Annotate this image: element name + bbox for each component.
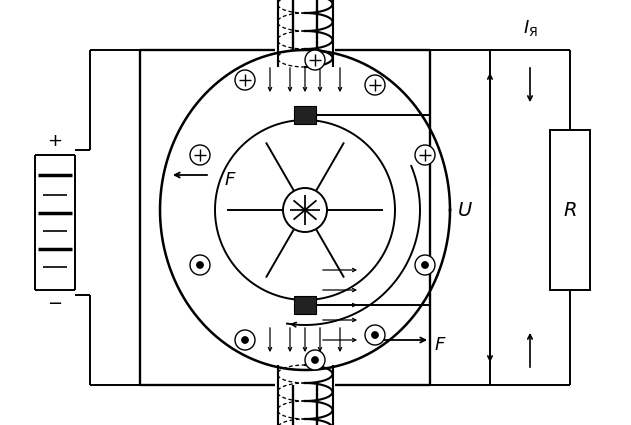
Circle shape [305,50,325,70]
Text: F: F [435,336,445,354]
Text: U: U [458,201,472,219]
Circle shape [305,350,325,370]
Text: −: − [47,295,62,313]
Circle shape [242,337,249,343]
Text: +: + [47,132,62,150]
Circle shape [372,332,379,338]
Bar [294,296,316,314]
Bar [550,130,590,290]
Circle shape [196,261,204,269]
Circle shape [235,330,255,350]
Circle shape [283,188,327,232]
Circle shape [190,255,210,275]
Circle shape [415,255,435,275]
Circle shape [235,70,255,90]
Circle shape [422,261,428,269]
Text: R: R [563,201,577,219]
Circle shape [415,145,435,165]
Circle shape [365,325,385,345]
Circle shape [190,145,210,165]
Circle shape [312,357,319,363]
Text: $I_{\rmЯ}$: $I_{\rmЯ}$ [522,18,538,38]
Circle shape [365,75,385,95]
Text: F: F [225,171,235,189]
Bar [294,106,316,124]
